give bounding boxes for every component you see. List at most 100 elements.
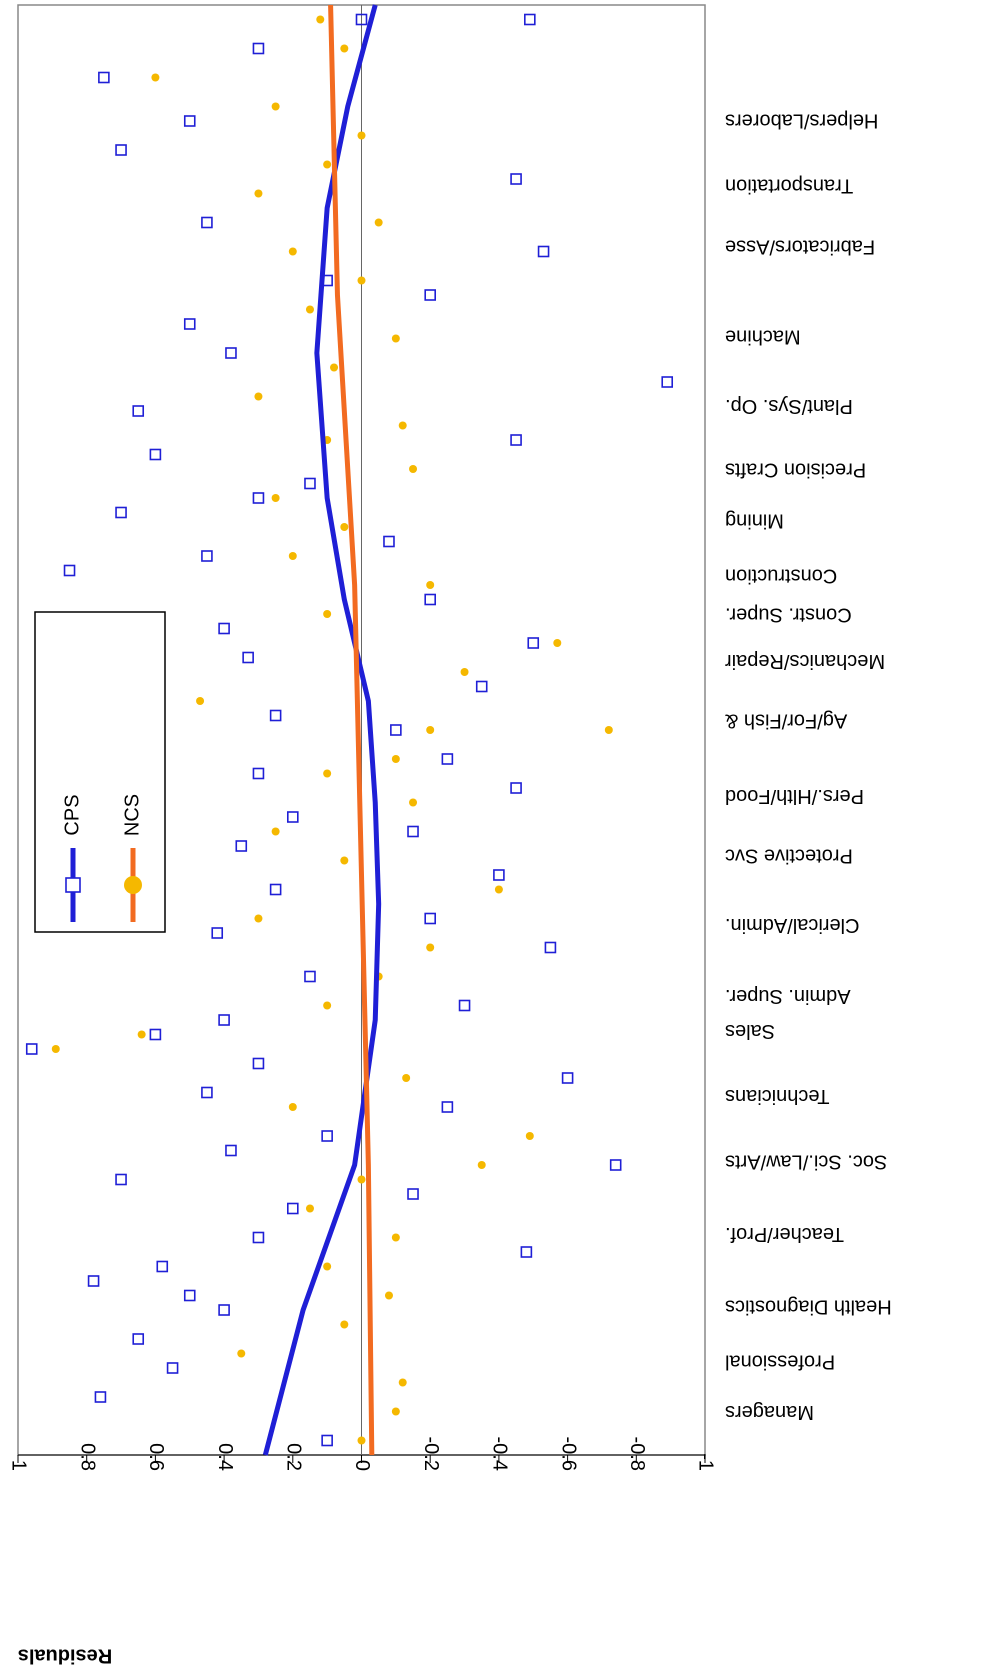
point bbox=[183, 115, 196, 127]
point bbox=[477, 1161, 486, 1169]
point bbox=[374, 218, 383, 227]
point bbox=[357, 276, 366, 285]
x-tick-label: Soc. Sci./Law/Arts bbox=[725, 1150, 887, 1172]
point bbox=[340, 523, 349, 531]
point bbox=[340, 856, 349, 865]
point bbox=[98, 71, 110, 84]
point bbox=[398, 421, 407, 430]
y-tick-label: 0.2 bbox=[283, 1443, 305, 1471]
x-tick-label: Plant/Sys. Op. bbox=[725, 395, 853, 417]
legend-label: CPS bbox=[61, 794, 83, 835]
y-tick-label: -0.8 bbox=[626, 1437, 648, 1471]
legend-marker bbox=[124, 876, 142, 894]
point bbox=[254, 914, 263, 923]
point bbox=[340, 1320, 349, 1329]
point bbox=[553, 639, 562, 647]
point bbox=[269, 883, 282, 896]
point bbox=[510, 434, 522, 446]
point bbox=[149, 448, 162, 461]
point bbox=[201, 1086, 213, 1099]
point bbox=[115, 1173, 127, 1186]
point bbox=[271, 102, 280, 111]
point bbox=[407, 825, 419, 838]
x-tick-label: Ag/For/Fish & bbox=[724, 710, 847, 732]
x-tick-label: Technicians bbox=[725, 1085, 830, 1107]
point bbox=[132, 1333, 145, 1345]
point bbox=[25, 1043, 38, 1055]
point bbox=[475, 680, 488, 693]
point bbox=[218, 1014, 230, 1026]
point bbox=[242, 651, 254, 664]
point bbox=[441, 753, 454, 765]
point bbox=[402, 1074, 411, 1082]
point bbox=[391, 334, 400, 343]
point bbox=[196, 697, 205, 705]
y-tick-label: -0.2 bbox=[420, 1437, 442, 1471]
x-tick-label: Professional bbox=[725, 1350, 835, 1372]
point bbox=[407, 1188, 419, 1200]
point bbox=[357, 1175, 366, 1184]
x-tick-label: Precision Crafts bbox=[725, 459, 866, 481]
point bbox=[384, 1291, 393, 1300]
point bbox=[271, 494, 280, 502]
point bbox=[426, 726, 435, 734]
point bbox=[357, 131, 366, 140]
point bbox=[357, 1436, 366, 1445]
x-tick-label: Constr. Super. bbox=[725, 604, 852, 626]
x-tick-label: Machine bbox=[725, 325, 801, 347]
point bbox=[460, 668, 469, 676]
point bbox=[237, 1349, 246, 1358]
trend-line bbox=[262, 4, 382, 1456]
x-tick-label: Clerical/Admin. bbox=[725, 914, 859, 936]
y-axis-label: Residuals bbox=[18, 1645, 112, 1667]
point bbox=[87, 1275, 100, 1287]
point bbox=[391, 1407, 400, 1416]
x-tick-label: Managers bbox=[725, 1401, 814, 1423]
x-tick-label: Pers./Hlth/Food bbox=[725, 785, 864, 807]
legend-marker bbox=[65, 877, 81, 893]
point bbox=[94, 1391, 107, 1403]
point bbox=[288, 1103, 297, 1111]
x-tick-label: Protective Svc bbox=[725, 844, 853, 866]
point bbox=[323, 1001, 332, 1010]
y-tick-label: -1 bbox=[695, 1453, 717, 1471]
point bbox=[254, 189, 263, 198]
point bbox=[494, 885, 503, 894]
point bbox=[115, 506, 127, 519]
y-tick-label: 0.8 bbox=[76, 1443, 98, 1471]
point bbox=[525, 1132, 534, 1140]
point bbox=[252, 767, 265, 780]
point bbox=[391, 1233, 400, 1242]
point bbox=[254, 392, 263, 401]
point bbox=[288, 552, 297, 560]
x-tick-label: Helpers/Laborers bbox=[725, 109, 878, 131]
point bbox=[323, 160, 332, 169]
point bbox=[321, 1434, 333, 1447]
point bbox=[409, 465, 418, 473]
point bbox=[286, 811, 299, 823]
point bbox=[323, 1262, 332, 1271]
point bbox=[166, 1362, 179, 1374]
x-tick-label: Transportation bbox=[725, 175, 853, 197]
point bbox=[524, 13, 536, 26]
point bbox=[271, 827, 280, 836]
point bbox=[537, 245, 550, 258]
x-tick-label: Sales bbox=[725, 1020, 775, 1042]
x-tick-label: Health Diagnostics bbox=[725, 1295, 892, 1317]
y-tick-label: 0.6 bbox=[145, 1443, 167, 1471]
point bbox=[424, 912, 437, 925]
point bbox=[115, 144, 127, 156]
point bbox=[458, 999, 471, 1012]
trend-line bbox=[328, 4, 375, 1456]
point bbox=[305, 305, 314, 314]
point bbox=[149, 1028, 162, 1041]
point bbox=[252, 1057, 265, 1070]
point bbox=[510, 173, 522, 185]
point bbox=[391, 755, 400, 763]
point bbox=[305, 1204, 314, 1213]
point bbox=[409, 798, 418, 807]
point bbox=[544, 941, 557, 954]
y-tick-label: -0.4 bbox=[489, 1437, 511, 1471]
point bbox=[426, 943, 435, 952]
point bbox=[424, 593, 437, 606]
